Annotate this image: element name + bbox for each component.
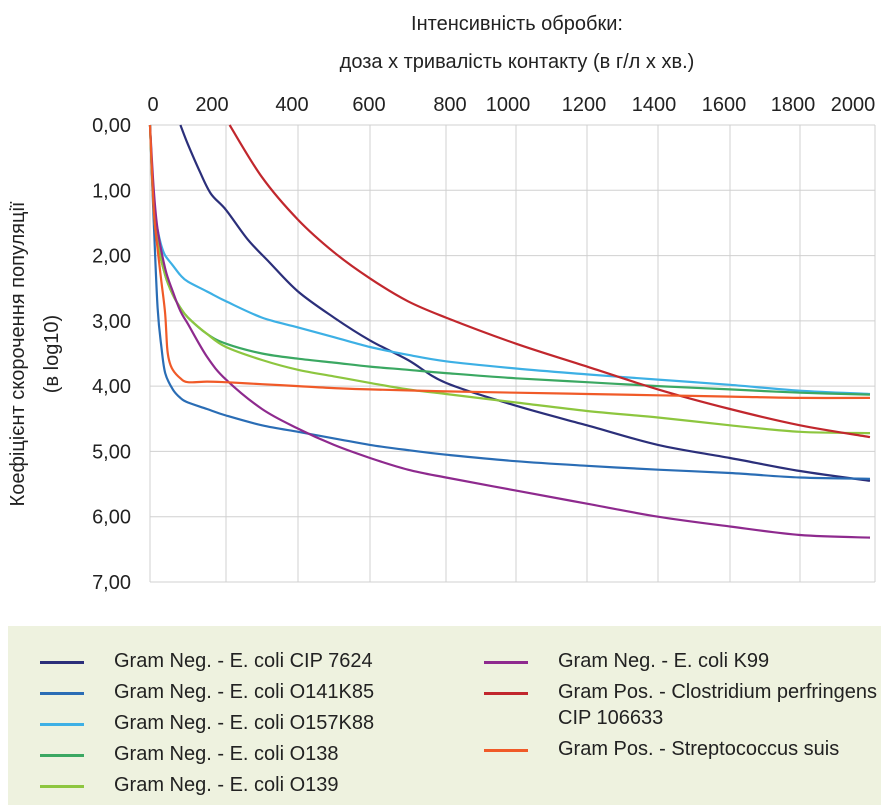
x-tick-label: 1200 — [562, 94, 607, 116]
legend-label: Gram Neg. - E. coli O157K88 — [114, 712, 375, 734]
series-line-6 — [148, 124, 871, 539]
legend-swatch — [40, 723, 84, 726]
x-tick-labels: 0 200 400 600 800 1000 1200 1400 1600 1800 2000 — [147, 94, 875, 116]
legend-item: Gram Neg. - E. coli O157K88 — [40, 710, 434, 736]
legend-swatch — [484, 692, 528, 695]
x-tick-label: 1000 — [486, 94, 531, 116]
x-tick-label: 600 — [352, 94, 385, 116]
legend-label: Gram Neg. - E. coli K99 — [558, 650, 770, 672]
legend-item: Gram Neg. - E. coli O139 — [40, 772, 434, 798]
x-tick-label: 1400 — [632, 94, 677, 116]
legend-item: Gram Neg. - E. coli CIP 7624 — [40, 648, 434, 674]
legend-label: Gram Pos. - Clostridium perfringens CIP … — [558, 681, 877, 729]
legend-column-right: Gram Neg. - E. coli K99 Gram Pos. - Clost… — [484, 648, 878, 767]
y-tick-label: 1,00 — [92, 180, 131, 202]
legend-label: Gram Neg. - E. coli O138 — [114, 743, 339, 765]
y-tick-label: 3,00 — [92, 311, 131, 333]
x-tick-label: 1800 — [771, 94, 816, 116]
legend-label: Gram Neg. - E. coli O139 — [114, 774, 339, 796]
series-line-4 — [148, 124, 871, 396]
grid — [149, 124, 876, 583]
series-line-3 — [148, 124, 871, 396]
legend-item: Gram Neg. - E. coli K99 — [484, 648, 878, 674]
x-tick-label: 800 — [433, 94, 466, 116]
chart: Інтенсивність обробки: доза x тривалість… — [7, 13, 876, 594]
x-tick-label: 400 — [275, 94, 308, 116]
series-line-8 — [148, 124, 871, 400]
y-tick-label: 0,00 — [92, 115, 131, 137]
legend-label: Gram Pos. - Streptococcus suis — [558, 738, 840, 760]
y-axis-title-line2: (в log10) — [41, 315, 63, 393]
legend-swatch — [484, 661, 528, 664]
x-axis-title-line1: Інтенсивність обробки: — [411, 13, 623, 35]
y-axis-title-line1: Коефіцієнт скорочення популяції — [7, 201, 29, 506]
y-tick-label: 5,00 — [92, 441, 131, 463]
y-tick-label: 4,00 — [92, 376, 131, 398]
legend-swatch — [484, 749, 528, 752]
x-axis-title-line2: доза x тривалість контакту (в г/л x хв.) — [340, 51, 695, 73]
legend: Gram Neg. - E. coli CIP 7624 Gram Neg. - … — [8, 626, 881, 805]
series-line-7 — [228, 124, 871, 439]
x-tick-label: 200 — [195, 94, 228, 116]
series-line-1 — [179, 124, 871, 482]
legend-column-left: Gram Neg. - E. coli CIP 7624 Gram Neg. - … — [40, 648, 434, 803]
series-line-5 — [148, 124, 871, 435]
legend-swatch — [40, 754, 84, 757]
legend-swatch — [40, 785, 84, 788]
legend-swatch — [40, 661, 84, 664]
legend-item: Gram Neg. - E. coli O138 — [40, 741, 434, 767]
y-tick-label: 7,00 — [92, 572, 131, 594]
legend-label: Gram Neg. - E. coli O141K85 — [114, 681, 375, 703]
x-tick-label: 0 — [147, 94, 158, 116]
y-tick-labels: 0,00 1,00 2,00 3,00 4,00 5,00 6,00 7,00 — [92, 115, 131, 594]
y-tick-label: 6,00 — [92, 507, 131, 529]
y-tick-label: 2,00 — [92, 246, 131, 268]
series-line-2 — [148, 124, 871, 480]
x-tick-label: 2000 — [831, 94, 876, 116]
legend-item: Gram Pos. - Clostridium perfringens CIP … — [484, 679, 878, 731]
legend-item: Gram Pos. - Streptococcus suis — [484, 736, 878, 762]
legend-label: Gram Neg. - E. coli CIP 7624 — [114, 650, 373, 672]
legend-item: Gram Neg. - E. coli O141K85 — [40, 679, 434, 705]
series-lines — [148, 124, 871, 539]
x-tick-label: 1600 — [702, 94, 747, 116]
legend-swatch — [40, 692, 84, 695]
